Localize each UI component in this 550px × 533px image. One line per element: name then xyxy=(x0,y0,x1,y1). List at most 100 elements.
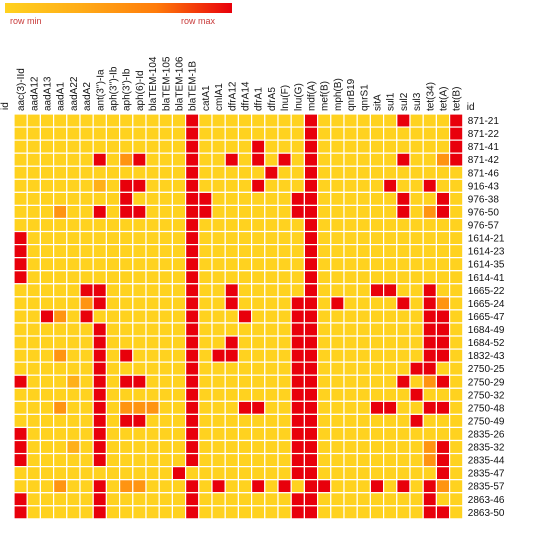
heatmap-cell xyxy=(409,309,424,324)
heatmap-cell xyxy=(52,296,68,311)
heatmap-cell xyxy=(383,400,398,415)
heatmap-cell xyxy=(369,413,385,429)
heatmap-cell xyxy=(158,479,173,494)
heatmap-cell xyxy=(105,322,121,337)
heatmap-cell xyxy=(330,244,345,259)
heatmap-cell xyxy=(409,439,424,455)
heatmap-cell xyxy=(185,505,200,520)
column-label: aadA1 xyxy=(56,82,67,111)
heatmap-cell xyxy=(383,296,398,311)
heatmap-cell xyxy=(422,348,438,363)
heatmap-cell xyxy=(132,152,147,167)
heatmap-cell xyxy=(237,230,253,246)
heatmap-cell xyxy=(13,178,28,193)
heatmap-cell xyxy=(66,178,81,193)
heatmap-cell xyxy=(211,165,226,180)
heatmap-cell xyxy=(317,439,332,455)
heatmap-cell xyxy=(224,152,239,167)
heatmap-cell xyxy=(224,452,239,468)
heatmap-cell xyxy=(145,283,160,298)
heatmap-cell xyxy=(237,244,253,259)
heatmap-cell xyxy=(211,413,226,429)
heatmap-cell xyxy=(171,479,187,494)
heatmap-cell xyxy=(118,466,134,481)
heatmap-cell xyxy=(409,466,424,481)
heatmap-cell xyxy=(224,165,239,180)
heatmap-cell xyxy=(26,400,42,415)
heatmap-cell xyxy=(290,348,306,363)
heatmap-cell xyxy=(52,479,68,494)
heatmap-cell xyxy=(158,426,173,442)
heatmap-cell xyxy=(39,244,55,259)
heatmap-cell xyxy=(383,426,398,442)
heatmap-cell xyxy=(224,230,239,246)
heatmap-cell xyxy=(26,374,42,389)
heatmap-cell xyxy=(343,126,358,141)
heatmap-cell xyxy=(303,178,319,193)
heatmap-cell xyxy=(79,348,94,363)
heatmap-cell xyxy=(435,400,451,415)
heatmap-cell xyxy=(409,348,424,363)
column-label: lnu(F) xyxy=(280,85,291,111)
heatmap-cell xyxy=(396,426,411,442)
heatmap-cell xyxy=(185,439,200,455)
column-label: mef(B) xyxy=(320,81,331,111)
heatmap-cell xyxy=(356,270,372,285)
heatmap-cell xyxy=(290,152,306,167)
heatmap-cell xyxy=(39,204,55,220)
row-label: 2750-48 xyxy=(468,403,505,414)
heatmap-cell xyxy=(343,283,358,298)
heatmap-cell xyxy=(317,492,332,507)
heatmap-cell xyxy=(52,400,68,415)
heatmap-cell xyxy=(145,479,160,494)
heatmap-cell xyxy=(66,152,81,167)
heatmap-cell xyxy=(277,452,292,468)
heatmap-cell xyxy=(39,426,55,442)
heatmap-cell xyxy=(290,283,306,298)
heatmap-cell xyxy=(158,257,173,272)
heatmap-cell xyxy=(105,439,121,455)
heatmap-cell xyxy=(39,283,55,298)
column-label: tet(A) xyxy=(439,87,450,111)
heatmap-cell xyxy=(92,178,107,193)
heatmap-cell xyxy=(79,152,94,167)
heatmap-cell xyxy=(26,309,42,324)
heatmap-cell xyxy=(303,426,319,442)
heatmap-cell xyxy=(237,452,253,468)
heatmap-cell xyxy=(330,479,345,494)
heatmap-cell xyxy=(277,361,292,376)
heatmap-cell xyxy=(26,191,42,207)
heatmap-cell xyxy=(118,178,134,193)
heatmap-cell xyxy=(303,139,319,154)
heatmap-cell xyxy=(185,309,200,324)
heatmap-cell xyxy=(422,400,438,415)
row-label: 2835-32 xyxy=(468,443,505,454)
heatmap-cell xyxy=(185,244,200,259)
column-label: qnrS1 xyxy=(359,84,370,111)
heatmap-cell xyxy=(145,270,160,285)
heatmap-cell xyxy=(317,113,332,128)
row-label: 1665-24 xyxy=(468,299,505,310)
heatmap-cell xyxy=(13,139,28,154)
heatmap-cell xyxy=(317,204,332,220)
heatmap-cell xyxy=(185,165,200,180)
heatmap-cell xyxy=(251,439,266,455)
row-label: 1684-52 xyxy=(468,338,505,349)
heatmap-cell xyxy=(369,126,385,141)
heatmap-cell xyxy=(396,335,411,350)
heatmap-cell xyxy=(369,296,385,311)
heatmap-cell xyxy=(185,452,200,468)
heatmap-cell xyxy=(145,204,160,220)
heatmap-cell xyxy=(369,492,385,507)
heatmap-cell xyxy=(66,479,81,494)
heatmap-cell xyxy=(52,452,68,468)
heatmap-cell xyxy=(369,244,385,259)
column-label: aadA22 xyxy=(69,76,80,111)
heatmap-cell xyxy=(198,492,213,507)
heatmap-cell xyxy=(13,452,28,468)
heatmap-cell xyxy=(158,165,173,180)
heatmap-cell xyxy=(158,400,173,415)
heatmap-cell xyxy=(171,283,187,298)
heatmap-cell xyxy=(317,309,332,324)
